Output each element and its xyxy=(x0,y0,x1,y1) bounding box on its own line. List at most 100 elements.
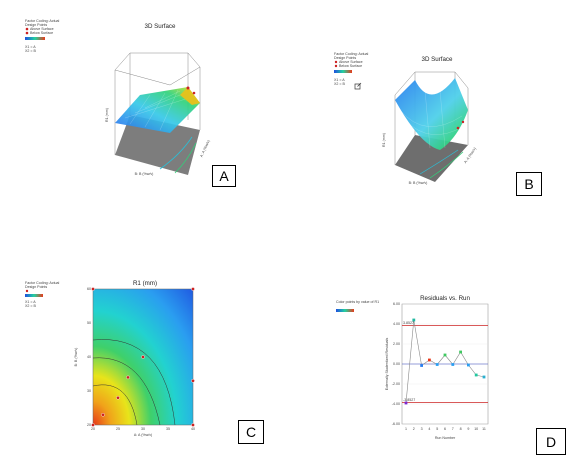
design-point xyxy=(191,287,195,291)
y-tick-label: 2.00 xyxy=(393,342,400,346)
contour-line xyxy=(159,136,193,170)
legend-marker xyxy=(334,64,338,68)
residual-point xyxy=(443,353,447,357)
x-tick-label: 1 xyxy=(405,427,407,431)
x-axis-label: A: A (%w/v) xyxy=(463,147,477,164)
design-point xyxy=(141,355,145,359)
x-tick-label: 6 xyxy=(444,427,446,431)
c-design-points xyxy=(91,287,195,427)
x-axis-label: A: A (%w/v) xyxy=(134,433,152,437)
contour-line xyxy=(419,149,459,175)
design-point xyxy=(461,120,465,124)
popout-icon[interactable] xyxy=(354,82,362,90)
response-surface xyxy=(115,87,200,133)
design-point xyxy=(191,423,195,427)
design-point xyxy=(116,396,120,400)
legend-line: Factor Coding: Actual xyxy=(25,19,60,23)
chart-title: Residuals vs. Run xyxy=(420,295,470,302)
panel-label-c: C xyxy=(238,420,264,444)
legend-line: Below Surface xyxy=(339,64,362,68)
x-tick-label: 9 xyxy=(467,427,469,431)
legend-line: Factor Coding: Actual xyxy=(25,281,60,285)
design-point xyxy=(91,423,95,427)
base-plane xyxy=(395,135,468,182)
panel-d-chart: Color points by value of R1 Residuals vs… xyxy=(336,295,489,440)
residual-point xyxy=(435,363,439,366)
d-grid: -6.00 -4.00 -2.00 0.00 2.00 4.00 6.00 1 2 3 4 5 6 7 8 9… xyxy=(392,302,488,431)
residual-point xyxy=(482,375,486,379)
legend-colorbar xyxy=(334,70,352,73)
legend-colorbar xyxy=(25,294,43,297)
response-surface xyxy=(395,78,468,150)
y-tick-label: 40 xyxy=(87,355,91,359)
y-tick-label: -4.00 xyxy=(392,402,400,406)
residual-point xyxy=(420,364,423,367)
chart-title: 3D Surface xyxy=(145,23,177,30)
y-tick-label: 20 xyxy=(87,423,91,427)
design-point xyxy=(91,287,95,291)
legend-line: Factor Coding: Actual xyxy=(334,52,369,56)
legend-line: Above Surface xyxy=(30,27,54,31)
legend-line: Design Points xyxy=(25,23,47,27)
panel-b-chart: Factor Coding: Actual Design Points Abov… xyxy=(334,52,477,185)
panel-c-chart: Factor Coding: Actual Design Points X1 =… xyxy=(25,280,195,437)
design-point xyxy=(101,412,105,417)
legend-x: X2 = B xyxy=(25,304,36,308)
legend-line: Design Points xyxy=(334,56,356,60)
legend-x: X1 = A xyxy=(25,45,36,49)
contour-line xyxy=(174,142,197,174)
y-tick-label: -2.00 xyxy=(392,382,400,386)
x-tick-label: 10 xyxy=(474,427,478,431)
legend-x: X1 = A xyxy=(25,300,36,304)
x-tick-label: 30 xyxy=(141,427,145,431)
legend-marker xyxy=(25,31,29,35)
design-point xyxy=(192,91,196,95)
residual-point xyxy=(467,363,470,367)
x-tick-label: 40 xyxy=(191,427,195,431)
x-tick-label: 11 xyxy=(482,427,486,431)
legend-colorbar xyxy=(25,37,45,40)
y-tick-label: 60 xyxy=(87,287,91,291)
residual-point xyxy=(404,401,408,405)
z-axis-label: R1 (mm) xyxy=(105,108,109,122)
x-tick-label: 2 xyxy=(413,427,415,431)
panel-label-a-text: A xyxy=(219,168,229,184)
residual-point xyxy=(428,358,431,362)
panel-label-d: D xyxy=(536,428,566,455)
contour-lines xyxy=(92,339,176,426)
x-tick-label: 4 xyxy=(428,427,430,431)
legend-x: X2 = B xyxy=(25,49,36,53)
x-axis-label: A: A (%w/v) xyxy=(199,139,210,157)
y-tick-label: 30 xyxy=(87,389,91,393)
legend-line: Color points by value of R1 xyxy=(336,300,379,304)
residual-point xyxy=(459,350,462,354)
x-tick-label: 35 xyxy=(166,427,170,431)
y-tick-label: 50 xyxy=(87,321,91,325)
panel-label-a: A xyxy=(212,165,236,187)
legend-line: Above Surface xyxy=(339,60,363,64)
legend-line: Below Surface xyxy=(30,31,53,35)
surface-mesh xyxy=(124,89,193,131)
x-tick-label: 25 xyxy=(116,427,120,431)
contour-line xyxy=(429,151,464,179)
panel-a-chart: Factor Coding: Actual Design Points Abov… xyxy=(25,19,211,176)
x-tick-label: 7 xyxy=(452,427,454,431)
design-point xyxy=(186,86,190,90)
x-tick-label: 5 xyxy=(436,427,438,431)
limit-upper-label: 3.8527 xyxy=(403,321,414,325)
y-tick-label: 6.00 xyxy=(393,302,400,306)
design-point xyxy=(126,375,130,380)
y-axis-label: Externally Studentized Residuals xyxy=(385,338,389,391)
y-axis-label: B: B (%w/v) xyxy=(74,348,78,367)
y-tick-label: 0.00 xyxy=(393,362,400,366)
residual-point xyxy=(474,373,478,377)
c-axis-ticks: 20 25 30 35 40 20 30 40 50 60 xyxy=(87,287,195,431)
residual-point xyxy=(451,363,455,366)
z-axis-label: R1 (mm) xyxy=(382,133,386,147)
surface-peak xyxy=(180,87,200,105)
legend-x: X1 = A xyxy=(334,78,345,82)
x-tick-label: 8 xyxy=(460,427,462,431)
legend-line: Design Points xyxy=(25,285,47,289)
base-plane xyxy=(115,115,200,175)
chart-title: R1 (mm) xyxy=(133,280,157,287)
